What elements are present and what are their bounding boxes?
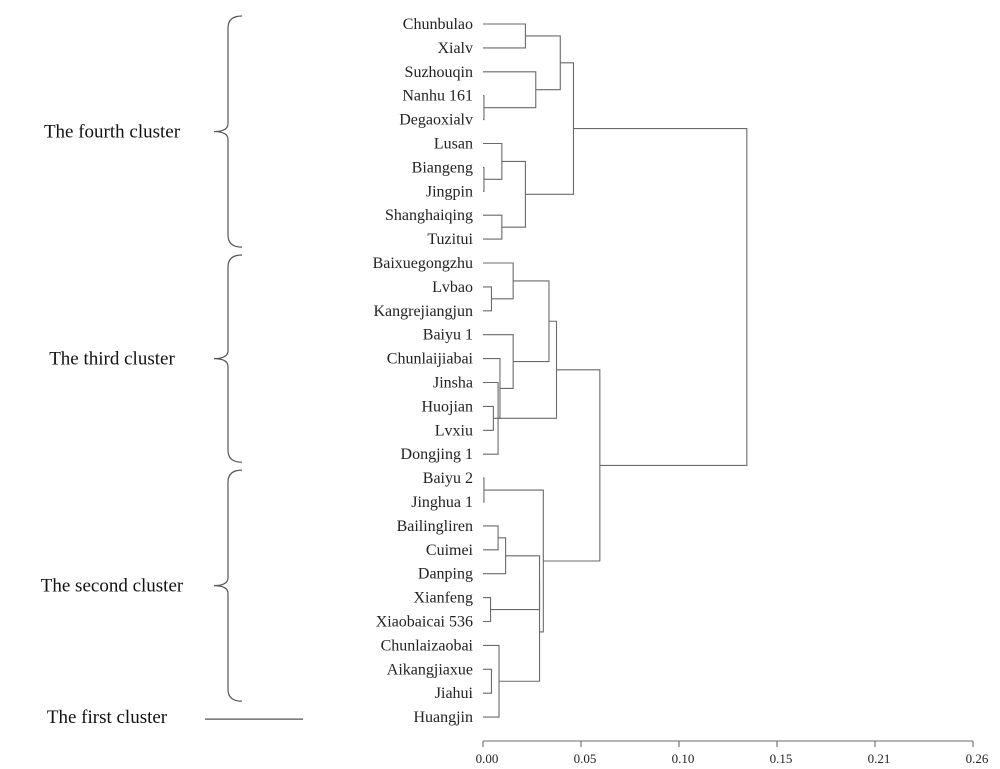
x-tick-label: 0.26 bbox=[966, 751, 989, 766]
cluster-brace bbox=[213, 469, 243, 702]
dendrogram-links bbox=[483, 23, 748, 718]
dendrogram-link bbox=[525, 35, 561, 91]
x-tick-label: 0.05 bbox=[574, 751, 597, 766]
dendrogram-link bbox=[525, 62, 575, 195]
leaf-label: Baixuegongzhu bbox=[373, 255, 473, 272]
leaf-label: Xianfeng bbox=[413, 590, 473, 607]
cluster-annotations: The fourth cluster The third cluster The s… bbox=[41, 15, 303, 728]
dendrogram-link bbox=[483, 489, 544, 633]
cluster-brace bbox=[213, 254, 243, 463]
dendrogram-link bbox=[483, 23, 526, 49]
dendrogram-link bbox=[513, 280, 550, 363]
cluster-label: The third cluster bbox=[49, 349, 175, 370]
cluster-brace bbox=[213, 15, 243, 248]
x-tick-label: 0.15 bbox=[770, 751, 793, 766]
dendrogram-link bbox=[483, 405, 494, 431]
leaf-label: Xiaobaicai 536 bbox=[376, 614, 473, 631]
leaf-label: Lvbao bbox=[432, 279, 473, 296]
leaf-label: Cuimei bbox=[426, 542, 474, 559]
cluster-label: The fourth cluster bbox=[44, 122, 181, 143]
leaf-label: Dongjing 1 bbox=[401, 446, 473, 463]
dendrogram-link bbox=[483, 644, 500, 718]
dendrogram-link bbox=[483, 668, 493, 694]
leaf-label: Kangrejiangjun bbox=[373, 303, 473, 320]
leaf-label: Degaoxialv bbox=[399, 112, 473, 129]
dendrogram-link bbox=[483, 95, 485, 121]
dendrogram-link bbox=[483, 286, 493, 312]
leaf-label: Bailingliren bbox=[397, 518, 473, 535]
x-tick-label: 0.10 bbox=[672, 751, 695, 766]
leaf-label: Nanhu 161 bbox=[402, 88, 473, 105]
leaf-label: Baiyu 2 bbox=[423, 470, 473, 487]
leaf-label: Chunlaizaobai bbox=[381, 637, 474, 654]
leaf-label: Chunbulao bbox=[403, 16, 473, 33]
leaf-label: Huangjin bbox=[413, 709, 473, 726]
x-axis: 0.00 0.05 0.10 0.15 0.21 0.26 bbox=[476, 740, 989, 766]
leaf-label: Lusan bbox=[434, 136, 473, 153]
dendrogram-link bbox=[483, 142, 503, 180]
dendrogram-link bbox=[543, 369, 601, 562]
leaf-labels: Chunbulao Xialv Suzhouqin Nanhu 161 Degaoxia… bbox=[373, 16, 474, 726]
dendrogram-link bbox=[483, 334, 514, 390]
leaf-label: Jingpin bbox=[426, 183, 473, 200]
dendrogram-link bbox=[483, 262, 514, 300]
leaf-label: Suzhouqin bbox=[405, 64, 473, 81]
leaf-label: Xialv bbox=[437, 40, 473, 57]
dendrogram-link bbox=[490, 555, 541, 611]
leaf-label: Chunlaijiabai bbox=[387, 351, 474, 368]
leaf-label: Lvxiu bbox=[435, 422, 473, 439]
leaf-label: Huojian bbox=[421, 398, 473, 415]
leaf-label: Biangeng bbox=[412, 159, 473, 176]
dendrogram-link bbox=[483, 214, 503, 240]
cluster-label: The first cluster bbox=[47, 707, 168, 728]
x-tick-label: 0.00 bbox=[476, 751, 499, 766]
cluster-label: The second cluster bbox=[41, 576, 184, 597]
x-tick-label: 0.21 bbox=[868, 751, 891, 766]
dendrogram-link bbox=[483, 477, 485, 503]
leaf-label: Aikangjiaxue bbox=[387, 661, 473, 678]
dendrogram-link bbox=[483, 525, 499, 551]
dendrogram-link bbox=[573, 128, 748, 466]
leaf-label: Shanghaiqing bbox=[385, 207, 473, 224]
leaf-label: Jiahui bbox=[435, 685, 474, 702]
dendrogram-link bbox=[483, 71, 537, 109]
dendrogram-link bbox=[483, 358, 501, 419]
leaf-label: Tuzitui bbox=[427, 231, 473, 248]
dendrogram-link bbox=[483, 166, 485, 192]
leaf-label: Jinghua 1 bbox=[411, 494, 473, 511]
leaf-label: Baiyu 1 bbox=[423, 327, 473, 344]
leaf-label: Danping bbox=[418, 566, 473, 583]
dendrogram-link bbox=[501, 160, 526, 228]
dendrogram-link bbox=[483, 537, 507, 575]
dendrogram-link bbox=[483, 597, 492, 623]
dendrogram-link bbox=[499, 582, 541, 682]
leaf-label: Jinsha bbox=[433, 375, 473, 392]
dendrogram-link bbox=[493, 320, 558, 419]
